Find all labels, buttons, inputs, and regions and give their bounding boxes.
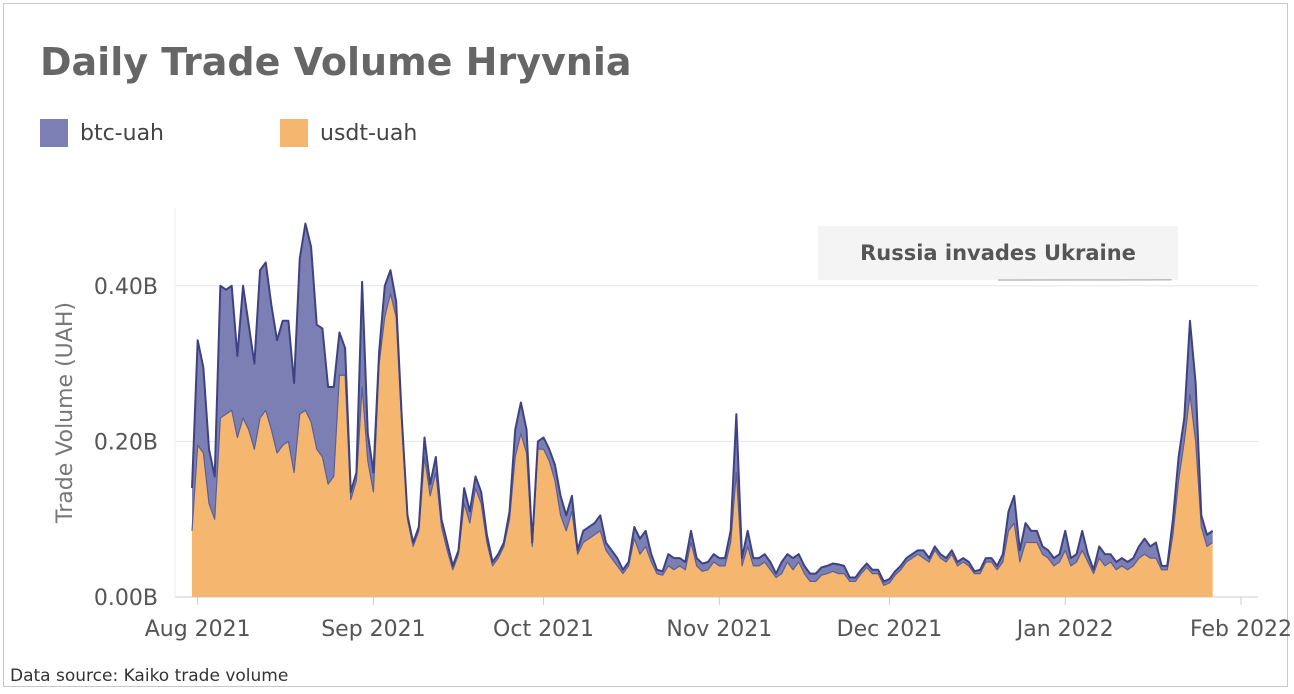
x-tick-label: Jan 2022	[1015, 617, 1114, 642]
x-tick-label: Feb 2022	[1190, 617, 1292, 642]
annotation-box	[818, 226, 1178, 280]
chart-title: Daily Trade Volume Hryvnia	[40, 40, 632, 84]
area-usdt-uah	[192, 293, 1213, 597]
legend-swatch-btc-uah	[40, 119, 68, 147]
line-usdt-uah	[191, 292, 1213, 586]
legend-label-btc-uah: btc-uah	[80, 120, 164, 146]
y-axis-title: Trade Volume (UAH)	[53, 302, 78, 524]
annotation-text: Russia invades Ukraine	[860, 241, 1136, 265]
x-tick-label: Nov 2021	[666, 617, 772, 642]
line-btc-uah	[191, 222, 1214, 583]
x-tick-label: Aug 2021	[145, 617, 251, 642]
y-tick-label: 0.20B	[94, 430, 158, 455]
x-tick-label: Dec 2021	[837, 617, 943, 642]
legend-item-usdt-uah[interactable]: usdt-uah	[280, 118, 417, 148]
chart-frame	[3, 3, 1288, 687]
y-tick-label: 0.40B	[94, 275, 158, 300]
x-tick-label: Sep 2021	[321, 617, 425, 642]
x-tick-label: Oct 2021	[493, 617, 594, 642]
legend-label-usdt-uah: usdt-uah	[320, 120, 418, 146]
legend-swatch-usdt-uah	[280, 119, 308, 147]
y-tick-label: 0.00B	[94, 586, 158, 611]
data-source-note: Data source: Kaiko trade volume	[10, 666, 289, 686]
legend-item-btc-uah[interactable]: btc-uah	[40, 118, 164, 148]
